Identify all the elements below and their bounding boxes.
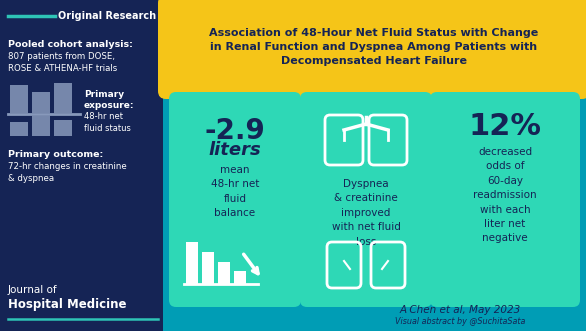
Text: Hospital Medicine: Hospital Medicine <box>8 298 127 311</box>
FancyBboxPatch shape <box>218 262 230 284</box>
FancyBboxPatch shape <box>430 92 580 307</box>
FancyBboxPatch shape <box>202 252 214 284</box>
Text: mean
48-hr net
fluid
balance: mean 48-hr net fluid balance <box>211 165 259 218</box>
FancyBboxPatch shape <box>169 92 301 307</box>
Text: Primary
exposure:: Primary exposure: <box>84 90 135 110</box>
Text: 48-hr net
fluid status: 48-hr net fluid status <box>84 112 131 133</box>
Text: Original Research: Original Research <box>58 11 156 21</box>
Text: 12%: 12% <box>468 112 541 141</box>
FancyBboxPatch shape <box>300 92 432 307</box>
Text: Visual abstract by @SuchitaSata: Visual abstract by @SuchitaSata <box>395 317 525 326</box>
FancyBboxPatch shape <box>234 271 246 284</box>
FancyBboxPatch shape <box>54 120 72 136</box>
FancyBboxPatch shape <box>10 85 28 113</box>
Text: liters: liters <box>209 141 261 159</box>
FancyBboxPatch shape <box>32 116 50 136</box>
FancyBboxPatch shape <box>54 83 72 113</box>
Text: Primary outcome:: Primary outcome: <box>8 150 103 159</box>
Text: 72-hr changes in creatinine
& dyspnea: 72-hr changes in creatinine & dyspnea <box>8 162 127 183</box>
Text: -2.9: -2.9 <box>205 117 265 145</box>
Text: A Chen et al, May 2023: A Chen et al, May 2023 <box>400 305 520 315</box>
Text: decreased
odds of
60-day
readmission
with each
liter net
negative: decreased odds of 60-day readmission wit… <box>473 147 537 243</box>
Text: Pooled cohort analysis:: Pooled cohort analysis: <box>8 40 133 49</box>
Text: Dyspnea
& creatinine
improved
with net fluid
loss: Dyspnea & creatinine improved with net f… <box>332 179 400 247</box>
FancyBboxPatch shape <box>186 242 198 284</box>
FancyBboxPatch shape <box>163 0 586 331</box>
FancyBboxPatch shape <box>32 92 50 113</box>
FancyBboxPatch shape <box>10 122 28 136</box>
FancyBboxPatch shape <box>158 0 586 99</box>
Text: 807 patients from DOSE,
ROSE & ATHENA-HF trials: 807 patients from DOSE, ROSE & ATHENA-HF… <box>8 52 117 73</box>
Text: Journal of: Journal of <box>8 285 57 295</box>
Text: Association of 48-Hour Net Fluid Status with Change
in Renal Function and Dyspne: Association of 48-Hour Net Fluid Status … <box>209 28 539 66</box>
